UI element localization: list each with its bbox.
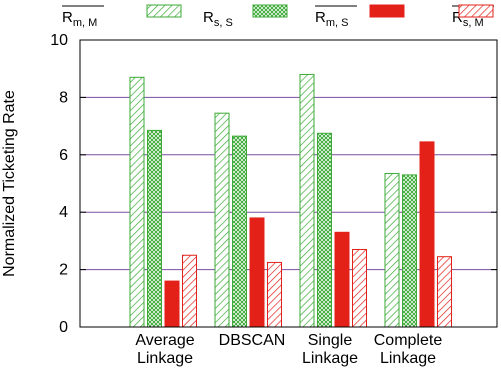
category-label: Single [308, 332, 353, 349]
bar-series-0-cat-2 [299, 73, 315, 328]
category-label: Linkage [380, 350, 436, 367]
bar-series-1-cat-2 [317, 132, 332, 328]
category-label: Linkage [137, 350, 193, 367]
legend-swatch [252, 4, 288, 18]
y-axis-label: Normalized Ticketing Rate [1, 90, 18, 277]
legend-swatch [369, 4, 405, 18]
y-tick-label: 10 [50, 32, 68, 49]
y-tick-label: 6 [59, 147, 68, 164]
bar-series-0-cat-0 [129, 76, 145, 328]
bar-series-1-cat-3 [402, 174, 417, 328]
legend-label: Rm, S [315, 9, 348, 29]
bar-series-3-cat-0 [182, 254, 197, 328]
y-tick-label: 0 [59, 319, 68, 336]
bar-series-2-cat-3 [419, 141, 435, 328]
plot-frame [79, 39, 498, 328]
y-axis-ticks: 0 2 4 6 8 10 [50, 32, 497, 336]
bar-series-0-cat-1 [214, 112, 230, 328]
bar-series-2-cat-2 [334, 231, 350, 328]
y-tick-label: 2 [59, 262, 68, 279]
category-label: Complete [374, 332, 443, 349]
bar-series-3-cat-1 [267, 261, 282, 328]
legend: Rm, M Rs, S Rm, S Rs, M [62, 4, 494, 29]
bars [129, 73, 452, 328]
legend-label: Rm, M [62, 9, 97, 29]
bar-series-0-cat-3 [384, 172, 400, 328]
category-label: DBSCAN [219, 332, 286, 349]
legend-label: Rs, M [452, 9, 484, 29]
bar-series-1-cat-0 [147, 129, 162, 328]
bar-series-3-cat-3 [437, 256, 452, 328]
bar-series-2-cat-1 [249, 217, 265, 328]
bar-series-3-cat-2 [352, 249, 367, 328]
y-tick-label: 4 [59, 204, 68, 221]
bar-series-1-cat-1 [232, 135, 247, 328]
bar-series-2-cat-0 [164, 280, 180, 328]
category-label: Average [135, 332, 194, 349]
legend-label: Rs, S [203, 9, 233, 29]
category-label: Linkage [302, 350, 358, 367]
y-tick-label: 8 [59, 89, 68, 106]
legend-swatch [146, 4, 182, 18]
legend-swatch [458, 4, 494, 18]
